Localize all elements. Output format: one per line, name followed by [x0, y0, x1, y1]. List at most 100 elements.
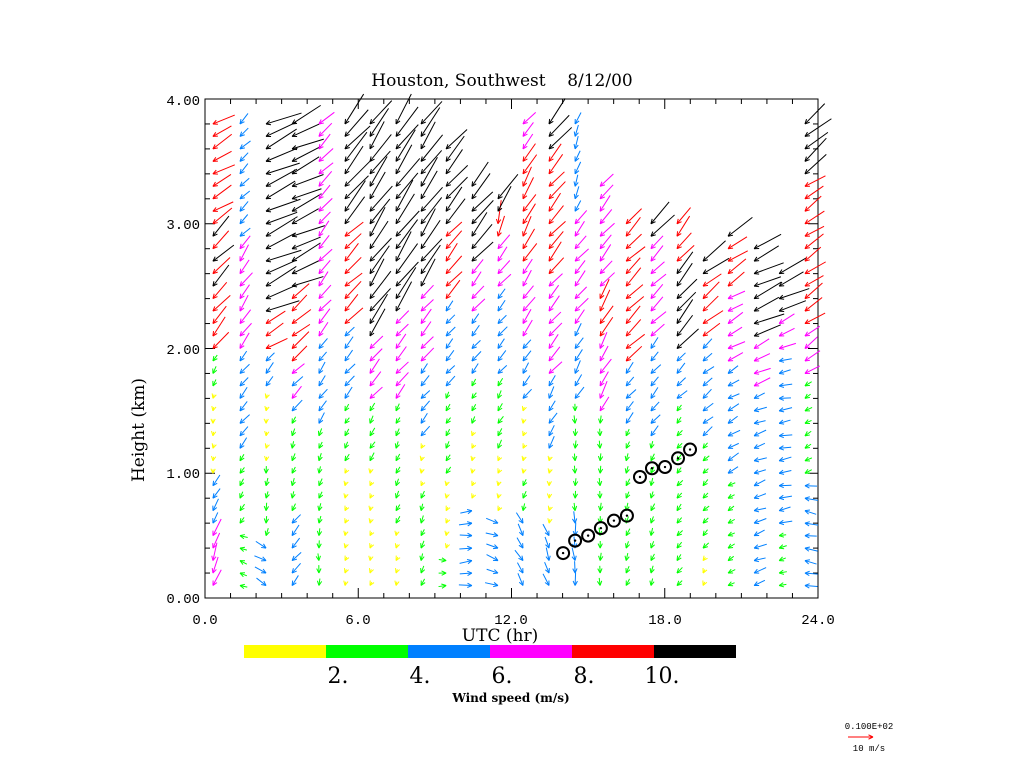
wind-arrow: [778, 519, 793, 526]
wind-arrow: [497, 403, 503, 412]
wind-arrow: [599, 331, 608, 349]
wind-arrow: [445, 300, 454, 312]
wind-arrow: [239, 163, 249, 175]
wind-arrow: [344, 336, 354, 349]
wind-arrow: [597, 490, 603, 499]
wind-arrow: [497, 468, 503, 474]
wind-arrow: [727, 365, 739, 374]
wind-arrow: [572, 561, 578, 574]
wind-arrow: [548, 295, 560, 312]
wind-arrow: [778, 395, 791, 401]
wind-profile-column: [210, 114, 235, 586]
wind-arrow: [522, 269, 532, 287]
wind-arrow: [548, 98, 566, 125]
wind-arrow: [522, 215, 532, 237]
wind-arrow: [291, 174, 324, 188]
wind-arrow: [395, 124, 419, 150]
wind-arrow: [573, 174, 579, 187]
wind-arrow: [265, 322, 284, 337]
wind-arrow: [574, 150, 581, 162]
wind-arrow: [316, 528, 323, 536]
wind-arrow: [445, 129, 468, 150]
wind-arrow: [344, 196, 366, 225]
wind-arrow: [264, 430, 270, 437]
wind-arrow: [445, 391, 451, 399]
boundary-layer-marker: [632, 469, 647, 484]
wind-arrow: [497, 390, 503, 399]
wind-arrow: [445, 242, 458, 262]
wind-arrow: [804, 118, 832, 137]
wind-arrow: [804, 546, 818, 552]
wind-arrow: [344, 180, 366, 212]
wind-arrow: [727, 555, 735, 562]
wind-arrow: [548, 412, 558, 424]
wind-arrow: [369, 288, 391, 312]
wind-arrow: [239, 572, 248, 578]
wind-arrow: [522, 339, 532, 349]
wind-arrow: [676, 467, 682, 474]
wind-arrow: [264, 477, 270, 487]
wind-profile-column: [596, 173, 615, 586]
wind-arrow: [318, 299, 332, 312]
wind-arrow: [265, 284, 298, 300]
wind-arrow: [395, 193, 415, 225]
wind-arrow: [804, 325, 820, 337]
wind-arrow: [369, 308, 386, 337]
wind-arrow: [599, 371, 609, 387]
wind-arrow: [344, 233, 362, 250]
wind-arrow: [702, 402, 714, 412]
wind-arrow: [395, 158, 421, 187]
wind-arrow: [727, 250, 748, 262]
wind-arrow: [369, 198, 391, 225]
wind-profile-column: [484, 173, 519, 588]
wind-arrow: [318, 133, 331, 150]
wind-arrow: [212, 173, 232, 187]
wind-arrow: [804, 275, 824, 287]
wind-arrow: [344, 468, 350, 474]
wind-arrow: [753, 262, 784, 275]
wind-arrow: [599, 209, 613, 225]
wind-arrow: [212, 244, 235, 262]
wind-arrow: [676, 314, 694, 337]
wind-arrow: [239, 152, 249, 162]
wind-arrow: [676, 479, 684, 487]
wind-arrow: [574, 235, 587, 250]
wind-arrow: [395, 515, 401, 524]
wind-arrow: [239, 387, 248, 399]
wind-arrow: [344, 125, 371, 150]
wind-arrow: [548, 181, 566, 200]
wind-arrow: [420, 363, 428, 374]
wind-arrow: [265, 310, 286, 325]
wind-arrow: [318, 260, 331, 275]
wind-arrow: [650, 414, 661, 424]
wind-arrow: [211, 430, 217, 437]
wind-arrow: [291, 145, 322, 162]
wind-arrow: [548, 386, 555, 399]
wind-arrow: [369, 543, 375, 549]
wind-arrow: [210, 418, 216, 424]
wind-arrow: [369, 156, 388, 187]
wind-arrow: [727, 290, 746, 300]
wind-arrow: [521, 405, 527, 412]
x-tick-label: 18.0: [648, 613, 682, 629]
wind-arrow: [516, 537, 524, 549]
wind-arrow: [599, 234, 612, 250]
wind-arrow: [290, 477, 296, 487]
wind-arrow: [572, 511, 578, 524]
wind-arrow: [471, 285, 485, 300]
wind-arrow: [778, 271, 804, 287]
wind-arrow: [318, 375, 326, 387]
wind-arrow: [804, 137, 827, 162]
wind-arrow: [255, 540, 267, 549]
wind-arrow: [753, 529, 765, 537]
wind-arrow: [650, 425, 659, 437]
wind-arrow: [239, 454, 245, 462]
wind-arrow: [212, 184, 232, 200]
wind-arrow: [458, 582, 473, 588]
wind-arrow: [574, 220, 585, 237]
wind-arrow: [522, 296, 536, 312]
wind-arrow: [239, 350, 248, 362]
wind-arrow: [573, 124, 579, 137]
wind-arrow: [444, 530, 450, 536]
